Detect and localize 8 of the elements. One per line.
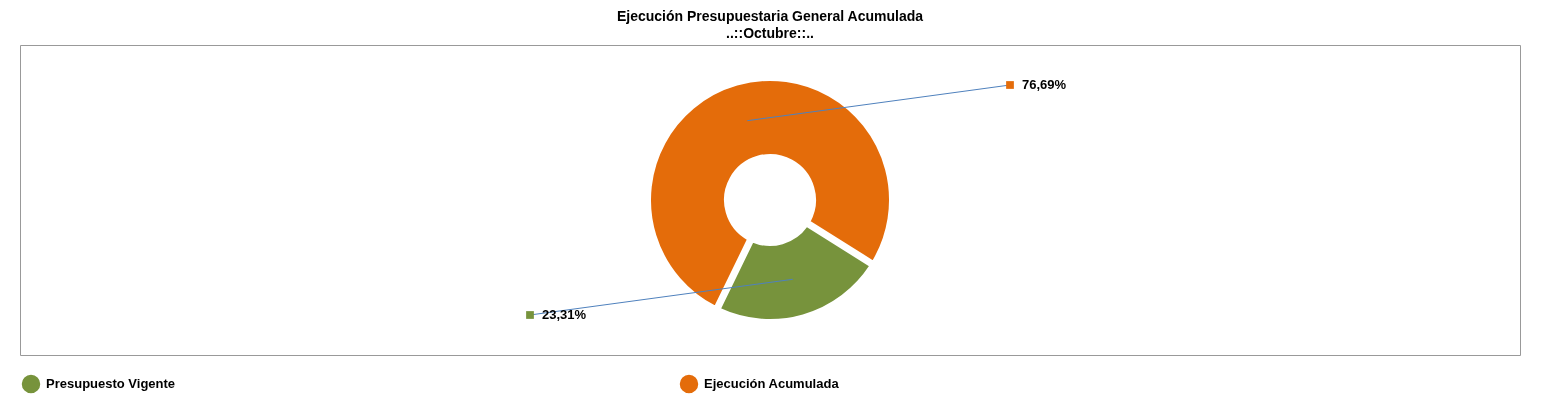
donut-slice bbox=[718, 225, 872, 321]
legend-label: Presupuesto Vigente bbox=[46, 376, 176, 391]
data-label: 23,31% bbox=[542, 307, 587, 322]
donut-slice bbox=[649, 79, 891, 308]
chart-title: Ejecución Presupuestaria General Acumulada bbox=[616, 8, 924, 24]
data-label: 76,69% bbox=[1022, 77, 1067, 92]
chart-subtitle: ..::Octubre::.. bbox=[726, 25, 814, 41]
legend-label: Ejecución Acumulada bbox=[704, 376, 840, 391]
